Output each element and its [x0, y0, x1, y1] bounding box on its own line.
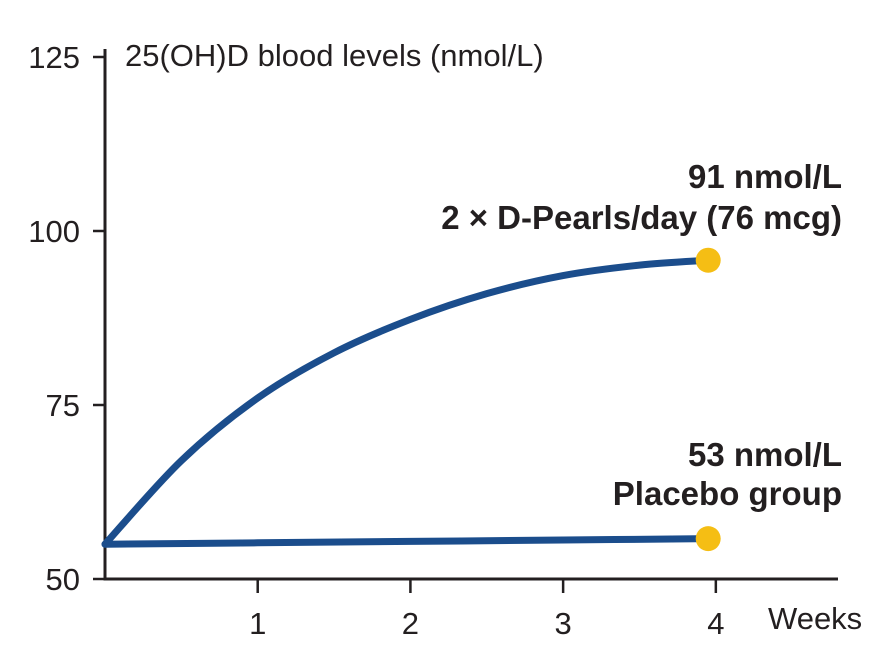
series-lines — [101, 256, 712, 548]
y-axis-title: 25(OH)D blood levels (nmol/L) — [125, 38, 544, 73]
series-line-treatment — [101, 256, 712, 548]
y-tick-label: 75 — [46, 388, 80, 423]
y-tick-label: 50 — [46, 562, 80, 597]
x-tick-label: 1 — [249, 606, 266, 641]
annotation-placebo-label: Placebo group — [613, 475, 842, 512]
annotation-placebo: 53 nmol/L Placebo group — [613, 436, 842, 512]
x-axis-title: Weeks — [768, 601, 862, 636]
annotation-treatment-label: 2 × D-Pearls/day (76 mcg) — [441, 199, 842, 236]
x-tick-label: 3 — [555, 606, 572, 641]
x-tick-label: 2 — [402, 606, 419, 641]
y-tick-label: 100 — [28, 214, 80, 249]
endpoint-marker-treatment — [695, 247, 721, 273]
annotation-treatment-value: 91 nmol/L — [688, 158, 842, 195]
annotation-placebo-value: 53 nmol/L — [688, 436, 842, 473]
endpoint-markers — [695, 247, 721, 552]
x-tick-label: 4 — [707, 606, 724, 641]
y-axis: 50 75 100 125 — [28, 40, 107, 597]
annotation-treatment: 91 nmol/L 2 × D-Pearls/day (76 mcg) — [441, 158, 842, 236]
endpoint-marker-placebo — [695, 526, 721, 552]
y-tick-label: 125 — [28, 40, 80, 75]
x-axis: 1 2 3 4 — [103, 577, 838, 641]
series-line-placebo — [101, 535, 712, 548]
